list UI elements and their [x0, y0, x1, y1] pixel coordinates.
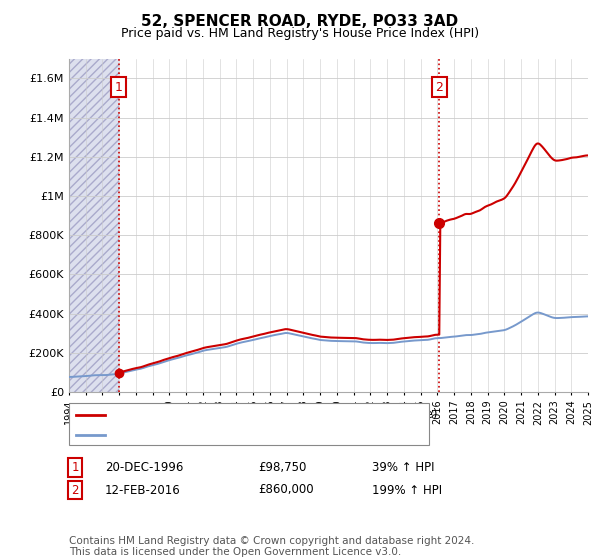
- Text: 52, SPENCER ROAD, RYDE, PO33 3AD (detached house): 52, SPENCER ROAD, RYDE, PO33 3AD (detach…: [110, 408, 437, 422]
- Text: 2: 2: [436, 81, 443, 94]
- Text: Contains HM Land Registry data © Crown copyright and database right 2024.
This d: Contains HM Land Registry data © Crown c…: [69, 535, 475, 557]
- Text: £860,000: £860,000: [258, 483, 314, 497]
- Text: £98,750: £98,750: [258, 461, 307, 474]
- Text: 2: 2: [71, 483, 79, 497]
- Text: Price paid vs. HM Land Registry's House Price Index (HPI): Price paid vs. HM Land Registry's House …: [121, 27, 479, 40]
- Text: HPI: Average price, detached house, Isle of Wight: HPI: Average price, detached house, Isle…: [110, 428, 401, 441]
- Bar: [69, 59, 119, 392]
- Text: 20-DEC-1996: 20-DEC-1996: [105, 461, 184, 474]
- Text: 199% ↑ HPI: 199% ↑ HPI: [372, 483, 442, 497]
- Text: 52, SPENCER ROAD, RYDE, PO33 3AD: 52, SPENCER ROAD, RYDE, PO33 3AD: [142, 14, 458, 29]
- Text: 1: 1: [115, 81, 122, 94]
- Text: 1: 1: [71, 461, 79, 474]
- Text: 12-FEB-2016: 12-FEB-2016: [105, 483, 181, 497]
- Text: 39% ↑ HPI: 39% ↑ HPI: [372, 461, 434, 474]
